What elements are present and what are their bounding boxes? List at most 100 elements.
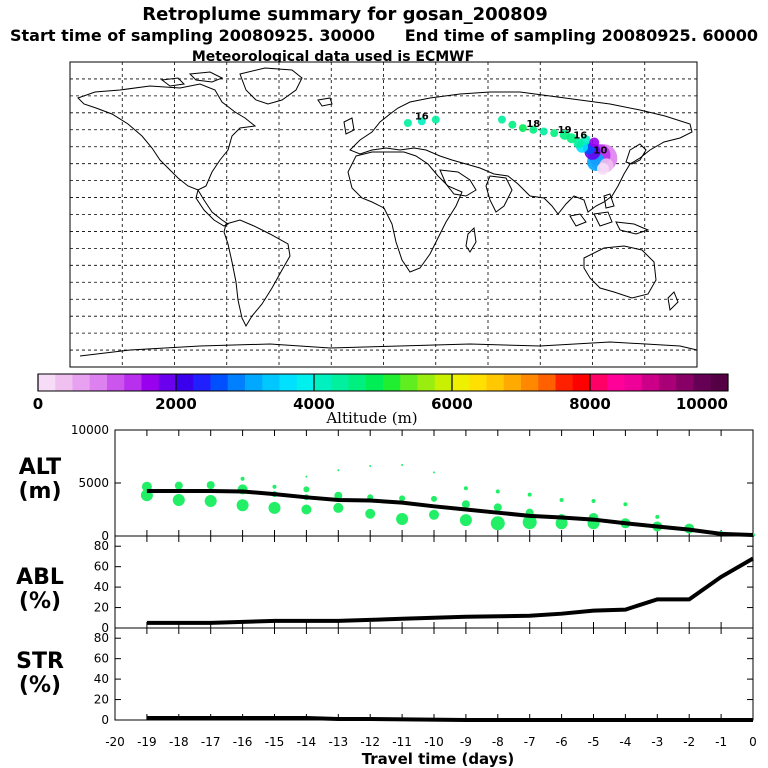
alt-mean-line (146, 488, 754, 537)
abl-unit: (%) (19, 589, 61, 614)
trajectory-marker (403, 119, 412, 127)
x-tick-label: -9 (460, 735, 472, 749)
altitude-panel: ALT (m) 10000 5000 0 (18, 423, 755, 543)
trajectory-day-label: 19 (558, 125, 572, 136)
colorbar-label: Altitude (m) (325, 409, 417, 427)
y-tick-label: 80 (94, 631, 109, 645)
colorbar-cell (348, 374, 367, 391)
alt-point (369, 465, 372, 468)
colorbar-cell (279, 374, 298, 391)
alt-point (495, 489, 500, 494)
alt-point (459, 514, 472, 527)
x-tick-label: -7 (524, 735, 536, 749)
alt-point (655, 514, 660, 519)
colorbar-cell (55, 374, 73, 391)
y-tick-label: 20 (94, 693, 109, 707)
x-tick-label: -5 (588, 735, 600, 749)
alt-label: ALT (19, 455, 61, 480)
colorbar-cell (227, 374, 246, 391)
colorbar-cell (676, 374, 694, 391)
colorbar-cell (693, 374, 712, 391)
colorbar-cell (659, 374, 677, 391)
alt-point (240, 476, 245, 481)
alt-point (429, 509, 439, 520)
x-axis-label: Travel time (days) (362, 750, 515, 768)
alt-point (431, 495, 437, 502)
y-tick-label: 40 (94, 580, 109, 594)
alt-point (559, 497, 564, 502)
colorbar-cell (417, 374, 436, 391)
colorbar-tick-label: 2000 (155, 395, 197, 413)
colorbar-tick-label: 4000 (293, 395, 335, 413)
alt-point (463, 486, 468, 491)
travel-time-axis: -20 -19 -18 -17 -16 -15 -14 -13 -12 -11 -10 -9 -8 -7-… (105, 735, 757, 749)
str-frame (114, 627, 754, 721)
x-tick-label: -15 (265, 735, 285, 749)
colorbar-tick-label: 10000 (676, 395, 728, 413)
alt-point (396, 513, 409, 526)
y-tick-label: 20 (94, 601, 109, 615)
y-tick-label: 80 (94, 539, 109, 553)
colorbar-cell (314, 374, 332, 391)
y-tick-label: 10000 (71, 423, 109, 437)
trajectory-marker (518, 124, 527, 133)
colorbar-cell (124, 374, 142, 391)
alt-point (490, 516, 505, 531)
y-tick-label: 0 (101, 713, 109, 727)
trajectory-marker (596, 162, 609, 175)
abl-frame (114, 535, 754, 629)
x-tick-label: -20 (105, 735, 125, 749)
colorbar-cell (555, 374, 574, 391)
alt-point (623, 502, 628, 507)
abl-line (146, 556, 754, 625)
colorbar-cells (38, 374, 729, 391)
continent-outlines (77, 67, 698, 357)
str-unit: (%) (19, 673, 61, 698)
str-line (146, 715, 753, 722)
alt-scatter (140, 463, 755, 537)
alt-point (522, 515, 537, 530)
start-time-label: Start time of sampling 20080925. 30000 (10, 26, 375, 45)
str-label: STR (16, 649, 64, 674)
colorbar-cell (624, 374, 643, 391)
colorbar-cell (331, 374, 349, 391)
y-tick-label: 40 (94, 672, 109, 686)
str-axes: 80 60 40 20 0 (94, 628, 754, 727)
colorbar-cell (452, 374, 470, 391)
y-tick-label: 60 (94, 652, 109, 666)
alt-point (555, 517, 568, 530)
altitude-colorbar: 0 2000 4000 6000 8000 10000 Altitude (m) (33, 373, 729, 427)
x-tick-label: -18 (169, 735, 189, 749)
alt-point (301, 504, 312, 515)
colorbar-cell (141, 374, 160, 391)
trajectory-marker (508, 120, 517, 129)
x-tick-label: -19 (137, 735, 157, 749)
x-tick-label: -4 (619, 735, 631, 749)
colorbar-tick-label: 8000 (569, 395, 611, 413)
colorbar-cell (572, 374, 591, 391)
x-tick-label: -8 (492, 735, 504, 749)
trajectory-marker (559, 129, 570, 140)
trajectory-marker (497, 115, 506, 124)
trajectory-marker (539, 127, 548, 136)
colorbar-tick-label: 0 (33, 395, 43, 413)
colorbar-cell (538, 374, 556, 391)
trajectory-day-label: 16 (415, 112, 429, 123)
alt-point (174, 481, 183, 490)
colorbar-cell (434, 374, 453, 391)
met-data-label: Meteorological data used is ECMWF (192, 49, 474, 65)
x-tick-label: -10 (424, 735, 444, 749)
colorbar-cell (245, 374, 263, 391)
alt-point (204, 495, 217, 508)
alt-point (206, 481, 215, 490)
colorbar-cell (383, 374, 401, 391)
x-tick-label: -13 (328, 735, 348, 749)
colorbar-cell (641, 374, 660, 391)
x-tick-label: -11 (392, 735, 412, 749)
x-tick-label: -16 (233, 735, 253, 749)
colorbar-cell (590, 374, 608, 391)
x-tick-label: -2 (683, 735, 695, 749)
trajectory-marker (550, 129, 559, 138)
